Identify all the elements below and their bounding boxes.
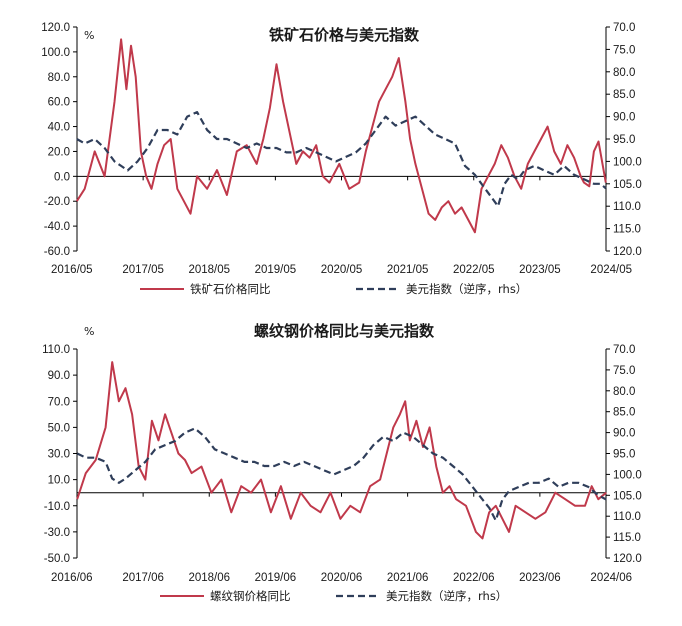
- price-yoy-series-line: [75, 38, 607, 234]
- left-tick-label: 80.0: [48, 72, 70, 84]
- x-tick-label: 2023/05: [519, 264, 561, 276]
- right-tick-label: 75.0: [613, 44, 635, 56]
- left-tick-label: -60.0: [44, 246, 70, 258]
- right-tick-label: 85.0: [613, 89, 635, 101]
- right-tick-label: 100.0: [613, 469, 642, 481]
- left-tick-label: 90.0: [48, 370, 70, 382]
- x-tick-label: 2019/06: [255, 572, 297, 584]
- right-tick-label: 105.0: [613, 179, 642, 191]
- right-tick-label: 115.0: [613, 224, 641, 236]
- x-tick-label: 2016/05: [51, 264, 93, 276]
- x-tick-label: 2020/05: [321, 264, 363, 276]
- x-tick-label: 2019/05: [255, 264, 297, 276]
- right-tick-label: 90.0: [613, 428, 635, 440]
- left-tick-label: 20.0: [48, 146, 70, 158]
- usd-index-series-line: [76, 427, 607, 522]
- left-tick-label: 50.0: [48, 422, 70, 434]
- right-tick-label: 110.0: [613, 511, 641, 523]
- left-tick-label: -50.0: [44, 553, 70, 565]
- x-tick-label: 2018/06: [188, 572, 230, 584]
- left-tick-label: -30.0: [44, 527, 70, 539]
- x-tick-label: 2017/05: [122, 264, 164, 276]
- chart-title: 螺纹钢价格同比与美元指数: [254, 322, 435, 340]
- left-tick-label: 60.0: [48, 97, 70, 109]
- chart-title: 铁矿石价格与美元指数: [269, 26, 420, 44]
- left-tick-label: 70.0: [48, 396, 70, 408]
- right-tick-label: 120.0: [613, 246, 642, 258]
- x-tick-label: 2022/06: [453, 572, 495, 584]
- right-tick-label: 95.0: [613, 134, 635, 146]
- x-tick-label: 2021/06: [387, 572, 429, 584]
- right-tick-label: 80.0: [613, 67, 635, 79]
- left-tick-label: -20.0: [44, 196, 70, 208]
- left-tick-label: 40.0: [48, 122, 70, 134]
- left-tick-label: 120.0: [41, 22, 70, 34]
- rebar-chart: 螺纹钢价格同比与美元指数 % -50.0 -30.0 -10.0 10.0 30.0 50…: [42, 322, 642, 603]
- usd-index-series-line: [76, 110, 607, 208]
- left-tick-label: 0.0: [54, 171, 70, 183]
- x-tick-label: 2023/06: [519, 572, 561, 584]
- price-yoy-series-line: [76, 361, 607, 540]
- left-tick-label: 110.0: [42, 344, 70, 356]
- left-axis-unit: %: [84, 325, 94, 338]
- right-tick-label: 120.0: [613, 553, 642, 565]
- x-tick-label: 2016/06: [51, 572, 93, 584]
- right-tick-label: 75.0: [613, 365, 635, 377]
- x-tick-label: 2024/05: [590, 264, 632, 276]
- x-tick-label: 2024/06: [590, 572, 632, 584]
- right-tick-label: 90.0: [613, 112, 635, 124]
- legend-label: 美元指数（逆序，rhs）: [406, 282, 527, 296]
- iron-ore-chart: 铁矿石价格与美元指数 % -60.0 -40.0 -20.0 0.0 20.0 40.0 6…: [41, 22, 642, 296]
- right-tick-label: 100.0: [613, 156, 642, 168]
- right-tick-label: 85.0: [613, 407, 635, 419]
- left-tick-label: 100.0: [41, 47, 70, 59]
- x-tick-label: 2017/06: [122, 572, 164, 584]
- right-tick-label: 80.0: [613, 386, 635, 398]
- left-tick-label: -40.0: [44, 221, 70, 233]
- x-tick-label: 2020/06: [321, 572, 363, 584]
- left-tick-label: -10.0: [44, 501, 70, 513]
- x-tick-label: 2022/05: [453, 264, 495, 276]
- right-tick-label: 70.0: [613, 22, 635, 34]
- right-tick-label: 70.0: [613, 344, 635, 356]
- right-tick-label: 115.0: [613, 532, 641, 544]
- left-axis-unit: %: [84, 29, 94, 42]
- x-tick-label: 2018/05: [188, 264, 230, 276]
- right-tick-label: 110.0: [613, 201, 641, 213]
- legend-label: 美元指数（逆序，rhs）: [386, 589, 507, 603]
- x-tick-label: 2021/05: [387, 264, 429, 276]
- right-tick-label: 105.0: [613, 490, 642, 502]
- left-tick-label: 10.0: [48, 475, 70, 487]
- legend-label: 螺纹钢价格同比: [210, 589, 291, 603]
- legend-label: 铁矿石价格同比: [190, 282, 271, 296]
- right-tick-label: 95.0: [613, 449, 635, 461]
- left-tick-label: 30.0: [48, 449, 70, 461]
